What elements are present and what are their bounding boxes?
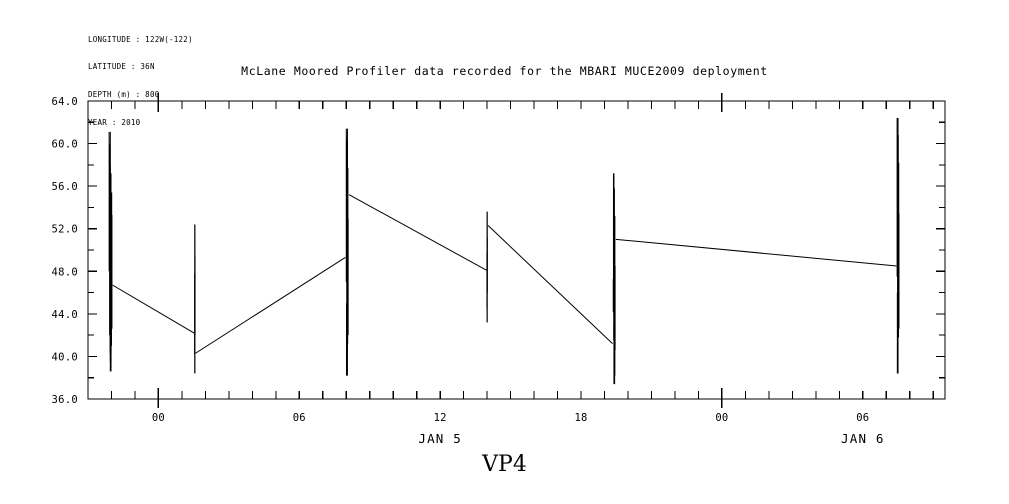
chart-axes [87,100,946,400]
y-tick-label: 48.0 [52,266,79,278]
x-tick-label: 00 [152,412,165,424]
chart-tick-labels: 64.0 60.0 56.0 52.0 48.0 44.0 40.0 36.0 00 06 12 18… [52,96,885,446]
metadata-year: YEAR : 2010 [88,118,141,128]
x-tick-label: 12 [434,412,447,424]
plot-frame [87,100,946,400]
metadata-latitude: LATITUDE : 36N [88,62,155,72]
y-tick-label: 56.0 [52,181,79,193]
x-date-label: JAN 6 [841,431,885,446]
chart-ticks [87,93,945,408]
chart-series [108,118,900,385]
y-tick-label: 40.0 [52,351,79,363]
metadata-block: LONGITUDE : 122W(-122) LATITUDE : 36N DE… [88,16,193,146]
profile-connector [348,194,487,271]
metadata-depth: DEPTH (m) : 800 [88,90,160,100]
x-tick-label: 06 [293,412,306,424]
y-tick-label: 52.0 [52,224,79,236]
y-tick-label: 60.0 [52,139,79,151]
x-tick-label: 00 [715,412,728,424]
profile-connector [615,238,897,267]
metadata-longitude: LONGITUDE : 122W(-122) [88,34,193,44]
profile-connector [487,225,613,345]
profile-connector [195,257,346,354]
bottom-label: VP4 [482,452,527,477]
y-tick-label: 64.0 [52,96,79,108]
y-tick-label: 36.0 [52,394,79,406]
y-tick-label: 44.0 [52,309,79,321]
x-date-label: JAN 5 [418,431,462,446]
profile-connector [112,284,195,334]
plot-title: McLane Moored Profiler data recorded for… [241,64,768,78]
x-tick-label: 06 [856,412,869,424]
x-tick-label: 18 [574,412,587,424]
